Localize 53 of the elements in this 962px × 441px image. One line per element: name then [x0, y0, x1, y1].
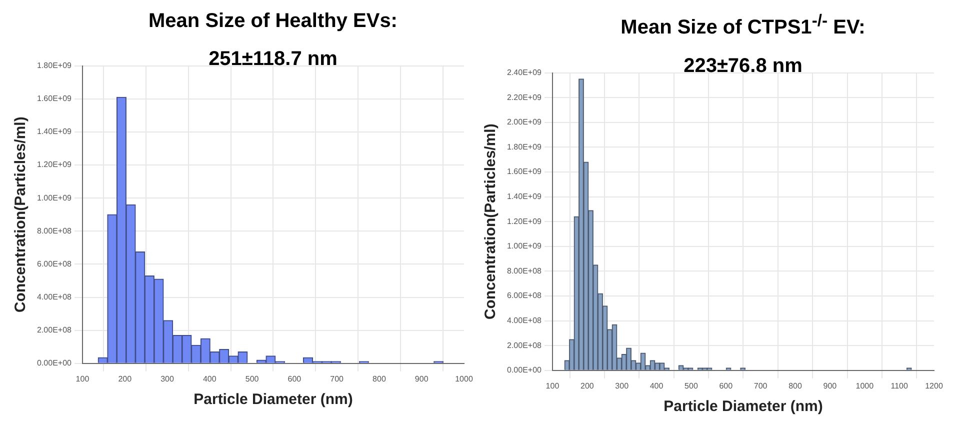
x-axis-title: Particle Diameter (nm): [664, 398, 823, 415]
chart-subtitle: 251±118.7 nm: [208, 48, 338, 70]
x-tick-label: 100: [76, 374, 90, 384]
y-tick-label: 1.00E+09: [36, 193, 72, 202]
x-tick-label: 1000: [856, 381, 874, 390]
y-tick-label: 2.20E+09: [506, 92, 542, 102]
y-tick-label: 4.00E+08: [36, 292, 72, 302]
x-tick-label: 300: [615, 381, 630, 390]
x-tick-label: 500: [245, 374, 260, 384]
x-tick-label: 800: [372, 374, 386, 384]
chart-title: Mean Size of CTPS1$^{-/-}$ EV:: [620, 10, 866, 41]
y-tick-label: 1.80E+09: [506, 142, 542, 152]
y-tick-label: 1.40E+09: [36, 127, 72, 136]
x-tick-label: 400: [202, 374, 217, 384]
x-tick-label: 200: [118, 374, 132, 384]
x-tick-label: 1100: [890, 381, 908, 390]
y-tick-label: 1.00E+09: [506, 241, 542, 250]
y-tick-label: 1.20E+09: [36, 160, 72, 170]
chart-title: Mean Size of Healthy EVs:: [148, 9, 398, 34]
x-tick-label: 900: [823, 381, 838, 390]
x-tick-label: 300: [160, 374, 174, 384]
x-tick-label: 700: [330, 374, 344, 384]
y-axis-title: Concentration(Particles/ml): [12, 116, 30, 313]
chart-subtitle: 223±76.8 nm: [684, 54, 802, 77]
y-tick-label: 1.60E+09: [36, 94, 72, 104]
x-tick-label: 600: [719, 381, 734, 390]
y-tick-label: 6.00E+08: [36, 259, 72, 268]
y-tick-label: 1.80E+09: [36, 61, 72, 70]
x-tick-label: 1000: [455, 374, 474, 384]
y-tick-label: 1.60E+09: [506, 166, 542, 176]
y-tick-label: 8.00E+08: [506, 266, 542, 276]
y-tick-label: 2.00E+08: [506, 340, 542, 350]
x-tick-label: 400: [650, 381, 664, 390]
y-tick-label: 1.40E+09: [506, 192, 542, 201]
y-axis-title: Concentration(Particles/ml): [482, 123, 500, 320]
y-tick-label: 8.00E+08: [36, 226, 72, 236]
x-tick-label: 800: [788, 381, 802, 390]
x-tick-label: 600: [288, 374, 302, 384]
y-tick-label: 0.00E+00: [36, 358, 72, 368]
x-tick-label: 500: [684, 381, 698, 390]
y-tick-label: 0.00E+00: [506, 365, 542, 374]
x-tick-label: 1200: [925, 381, 944, 390]
y-tick-label: 2.40E+09: [506, 68, 542, 77]
x-tick-label: 100: [546, 381, 560, 390]
x-axis-title: Particle Diameter (nm): [194, 391, 353, 408]
y-tick-label: 4.00E+08: [506, 316, 542, 325]
x-tick-label: 900: [414, 374, 429, 384]
y-tick-label: 2.00E+08: [36, 326, 72, 335]
y-tick-label: 2.00E+09: [506, 117, 542, 126]
y-tick-label: 6.00E+08: [506, 290, 542, 300]
x-tick-label: 200: [580, 381, 594, 390]
y-tick-label: 1.20E+09: [506, 216, 542, 226]
x-tick-label: 700: [754, 381, 768, 390]
